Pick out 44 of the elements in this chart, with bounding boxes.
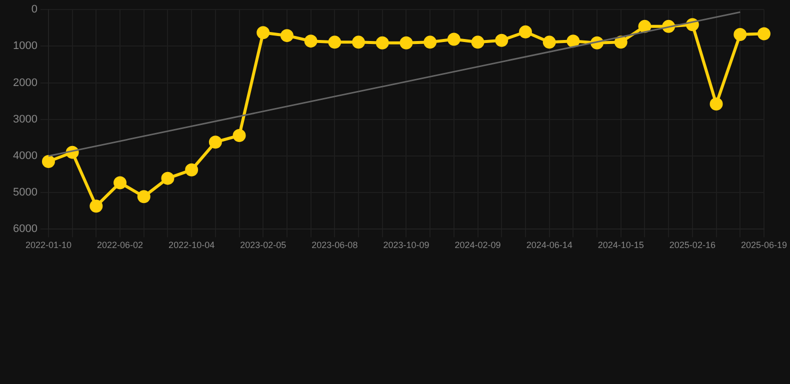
x-tick-label: 2024-02-09 xyxy=(454,240,501,250)
point xyxy=(161,172,174,185)
point xyxy=(400,36,413,50)
x-tick-label: 2024-10-15 xyxy=(598,240,644,250)
point xyxy=(352,36,366,49)
y-tick-label: 0 xyxy=(31,4,38,16)
x-tick-label: 2024-06-14 xyxy=(526,240,572,250)
point xyxy=(566,34,580,48)
x-tick-label: 2023-06-08 xyxy=(312,240,358,250)
x-tick-label: 2025-02-16 xyxy=(669,240,716,250)
point xyxy=(734,28,747,41)
x-tick-label: 2022-01-10 xyxy=(25,240,72,250)
point xyxy=(185,163,198,176)
point xyxy=(376,36,389,50)
x-tick-label: 2022-10-04 xyxy=(168,240,215,250)
point xyxy=(328,36,342,49)
y-tick-label: 3000 xyxy=(12,113,38,126)
point xyxy=(256,26,270,40)
x-tick-label: 2023-10-09 xyxy=(383,240,430,250)
point xyxy=(518,25,532,38)
point xyxy=(114,176,127,190)
point xyxy=(614,36,628,49)
point xyxy=(90,200,103,213)
y-tick-label: 4000 xyxy=(12,150,38,162)
x-tick-label: 2023-02-05 xyxy=(240,240,286,250)
y-tick-label: 5000 xyxy=(12,186,38,199)
y-tick-label: 1000 xyxy=(12,40,38,52)
point xyxy=(471,36,484,49)
point xyxy=(757,27,770,40)
point xyxy=(447,32,460,46)
point xyxy=(208,136,222,149)
y-tick-label: 2000 xyxy=(12,76,38,89)
point xyxy=(304,34,318,48)
point xyxy=(495,34,508,47)
point xyxy=(424,36,437,49)
x-tick-label: 2022-06-02 xyxy=(97,240,144,250)
point xyxy=(232,129,246,142)
x-tick-label: 2025-06-19 xyxy=(740,240,788,250)
point xyxy=(542,36,556,49)
point xyxy=(638,20,652,33)
point xyxy=(280,29,294,42)
point xyxy=(710,98,723,111)
y-tick-label: 6000 xyxy=(12,223,38,236)
point xyxy=(137,190,150,204)
